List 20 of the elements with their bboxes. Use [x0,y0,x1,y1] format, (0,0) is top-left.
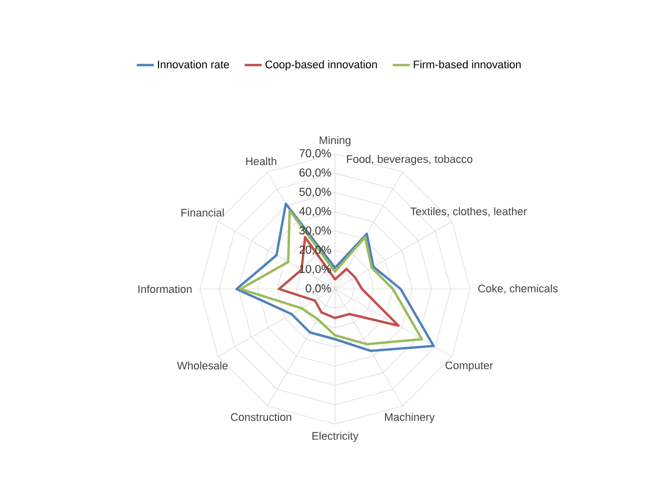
spoke-label: Computer [446,361,493,372]
spoke-label: Financial [182,208,224,217]
spoke-label: Mining [320,136,350,146]
spoke-label: Electricity [312,432,358,442]
spoke-label: Health [246,157,276,166]
spoke-label: Machinery [385,412,435,424]
y-tick-label: 70,0% [300,149,331,159]
y-tick-label: 60,0% [300,168,331,178]
y-tick-label: 40,0% [299,207,331,217]
spoke-label: Textiles, clothes, leather [410,207,527,217]
spoke-label: Information [138,284,192,294]
spoke-label: Construction [230,412,292,421]
spoke-label: Wholesale [177,361,228,370]
legend-label: Firm-based innovation [414,60,521,68]
legend-label: Innovation rate [158,60,229,68]
spoke-label: Food, beverages, tobacco [347,154,472,166]
y-tick-label: 50,0% [299,188,331,198]
legend-label: Coop-based innovation [265,60,377,70]
spoke-label: Coke, chemicals [478,284,558,294]
y-tick-label: 0,0% [306,284,331,294]
